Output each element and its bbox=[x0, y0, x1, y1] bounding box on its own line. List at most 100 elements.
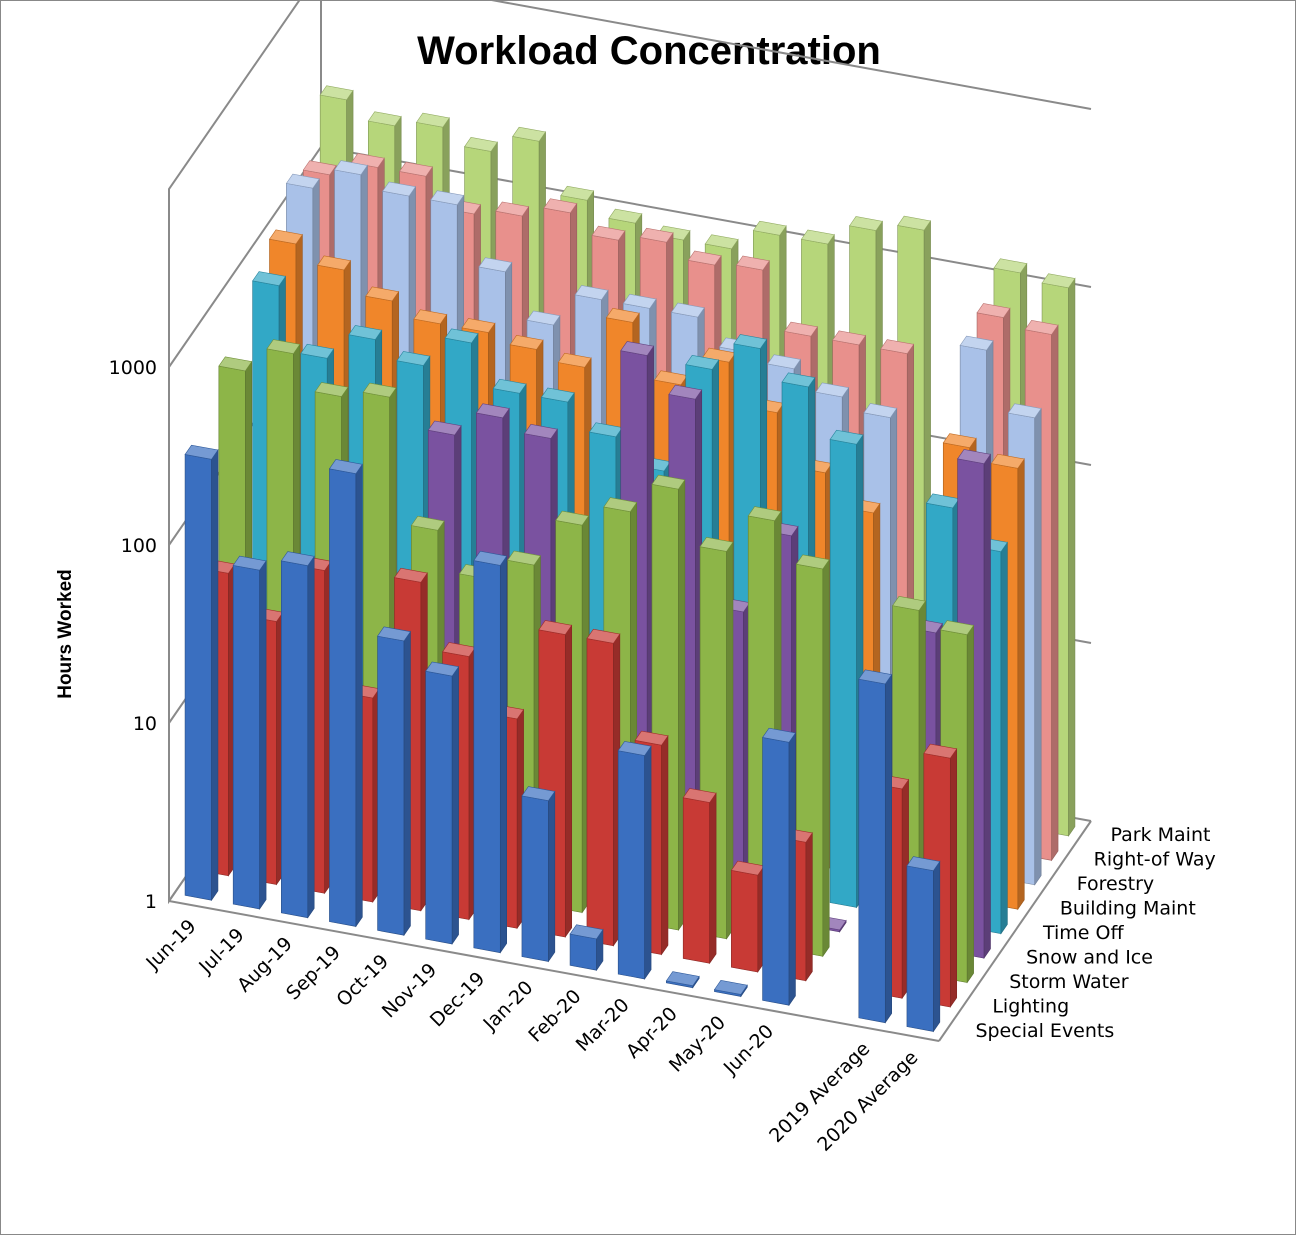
bar-side bbox=[949, 747, 958, 1008]
bar-top bbox=[314, 382, 349, 397]
bar-top bbox=[555, 510, 590, 526]
bar-side bbox=[709, 792, 717, 965]
bar-top bbox=[415, 112, 450, 128]
bar-top bbox=[1007, 403, 1042, 419]
bar-top bbox=[218, 356, 253, 372]
series-label: Lighting bbox=[992, 995, 1069, 1017]
series-label: Storm Water bbox=[1009, 971, 1129, 993]
bar-top bbox=[317, 255, 352, 271]
bar-top bbox=[365, 286, 400, 302]
bar-top bbox=[560, 185, 595, 201]
bar-top bbox=[1024, 320, 1059, 335]
bar-top bbox=[923, 743, 958, 759]
bar-side bbox=[805, 831, 813, 982]
bar-side bbox=[983, 453, 991, 960]
bar-top bbox=[608, 208, 643, 224]
bar-side bbox=[499, 555, 508, 954]
bar-top bbox=[942, 433, 977, 448]
bar-top bbox=[334, 160, 368, 176]
bar-front bbox=[329, 468, 357, 927]
bar-top bbox=[538, 620, 573, 635]
y-tick-label: 10 bbox=[133, 713, 157, 735]
bar-top bbox=[990, 453, 1025, 469]
bar-top bbox=[897, 215, 932, 231]
bar-side bbox=[259, 559, 267, 910]
bar-top bbox=[993, 258, 1028, 274]
bar-side bbox=[1017, 458, 1025, 911]
bar-side bbox=[822, 558, 830, 958]
bar-top bbox=[302, 160, 337, 176]
bar-top bbox=[569, 924, 604, 940]
bar-front bbox=[377, 635, 405, 936]
bar-side bbox=[1000, 541, 1008, 935]
bar-top bbox=[639, 227, 674, 243]
series-label: Park Maint bbox=[1111, 824, 1211, 846]
series-label: Special Events bbox=[975, 1020, 1114, 1042]
bar-lighting bbox=[586, 628, 621, 947]
bar-side bbox=[644, 745, 652, 980]
bar-top bbox=[735, 255, 770, 271]
bar-top bbox=[382, 181, 417, 197]
bar-front bbox=[232, 565, 260, 910]
bar-side bbox=[307, 555, 315, 919]
bar-side bbox=[564, 624, 573, 938]
bar-front bbox=[184, 454, 212, 901]
bar-top bbox=[733, 334, 768, 349]
bar-front bbox=[281, 560, 309, 919]
bar-top bbox=[670, 302, 705, 318]
bar-top bbox=[747, 506, 782, 522]
bar-top bbox=[605, 308, 640, 323]
bar-top bbox=[348, 325, 383, 340]
bar-top bbox=[704, 234, 739, 250]
bar-top bbox=[473, 550, 508, 566]
series-label: Forestry bbox=[1077, 873, 1154, 895]
bar-top bbox=[832, 330, 867, 346]
bar-special-events bbox=[473, 550, 508, 954]
bar-top bbox=[184, 444, 219, 460]
bar-top bbox=[617, 741, 652, 756]
bar-top bbox=[377, 626, 411, 642]
bar-time-off bbox=[829, 429, 864, 909]
bar-top bbox=[976, 303, 1011, 318]
bar-top bbox=[668, 384, 703, 400]
bar-top bbox=[512, 126, 547, 142]
bar-front bbox=[521, 795, 549, 962]
bar-top bbox=[413, 309, 448, 325]
bar-top bbox=[849, 216, 883, 231]
bar-top bbox=[858, 669, 893, 685]
bar-side bbox=[548, 790, 556, 963]
bar-top bbox=[396, 351, 431, 366]
bar-side bbox=[355, 463, 363, 928]
bar-top bbox=[713, 980, 748, 995]
bar-top bbox=[526, 310, 561, 326]
bar-side bbox=[1034, 407, 1042, 886]
bar-front bbox=[617, 750, 645, 980]
bar-top bbox=[591, 225, 626, 241]
bar-top bbox=[521, 786, 556, 802]
bar-special-events bbox=[184, 444, 219, 902]
bar-front bbox=[762, 737, 790, 1006]
bar-top bbox=[687, 250, 722, 266]
bar-side bbox=[1068, 277, 1076, 837]
bar-top bbox=[957, 449, 992, 464]
bar-top bbox=[665, 971, 700, 987]
bar-top bbox=[495, 201, 530, 217]
bar-top bbox=[815, 382, 850, 398]
bar-top bbox=[752, 220, 787, 236]
bar-top bbox=[959, 335, 994, 351]
bar-top bbox=[543, 198, 578, 214]
series-label: Building Maint bbox=[1060, 898, 1196, 920]
bar-front bbox=[682, 797, 710, 964]
y-axis-title: Hours Worked bbox=[55, 569, 76, 699]
y-tick-label: 1000 bbox=[109, 357, 157, 379]
bar-top bbox=[784, 321, 818, 337]
bar-top bbox=[427, 420, 462, 436]
bar-top bbox=[478, 257, 513, 273]
bar-top bbox=[410, 515, 445, 531]
bar-special-events bbox=[425, 661, 460, 945]
bar-special-events bbox=[328, 459, 363, 928]
bar-top bbox=[475, 403, 510, 419]
bar-top bbox=[767, 354, 802, 370]
